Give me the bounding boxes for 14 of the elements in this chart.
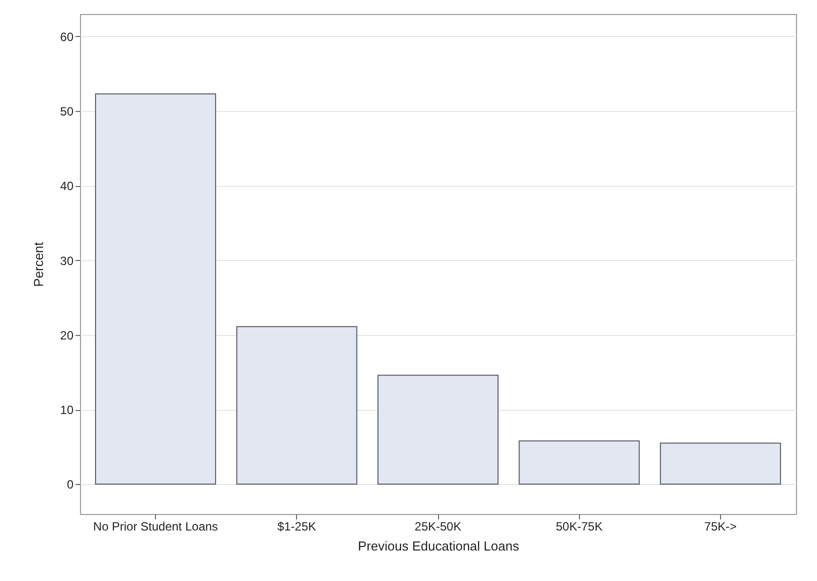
x-tick-label: 75K->	[704, 520, 737, 534]
x-tick-label: 25K-50K	[414, 520, 462, 534]
y-tick-label: 40	[60, 179, 74, 194]
y-tick-label: 60	[60, 30, 74, 44]
x-axis-title: Previous Educational Loans	[358, 538, 520, 554]
y-axis-title: Percent	[31, 242, 46, 287]
y-tick-label: 20	[60, 328, 74, 342]
y-tick-label: 10	[60, 403, 74, 418]
x-tick-label: $1-25K	[277, 520, 316, 534]
y-tick-label: 30	[60, 254, 74, 268]
x-tick-label: 50K-75K	[556, 520, 603, 534]
y-tick-label: 50	[60, 104, 74, 119]
x-tick-label: No Prior Student Loans	[93, 520, 218, 534]
y-tick-label: 0	[66, 478, 74, 492]
